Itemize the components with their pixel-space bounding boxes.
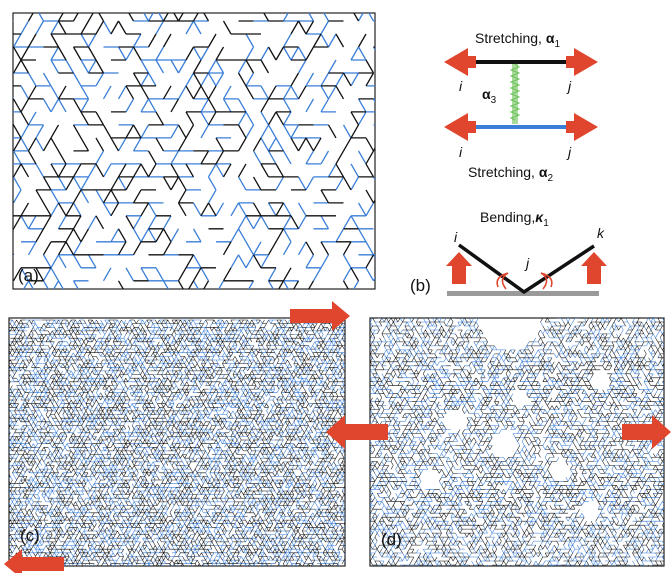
network-black-bonds — [370, 318, 664, 566]
bending-node-j: j — [524, 255, 530, 271]
stretch-top-node-i: i — [459, 78, 463, 94]
bending-right-arrow — [581, 252, 607, 284]
network-black-bonds — [9, 319, 345, 566]
stretch-bottom-left-arrow — [444, 113, 476, 141]
network-black-bonds — [13, 13, 375, 289]
panel-d: (d) — [326, 317, 671, 567]
panel-c-left-arrow — [4, 549, 64, 573]
panel-b: Stretching, α1 i j α3 i j Stretching, α2… — [410, 30, 607, 296]
panel-d-left-arrow — [326, 415, 388, 449]
stretch-top-right-arrow — [566, 48, 598, 76]
network-blue-bonds — [13, 13, 375, 289]
bending-left-curl — [496, 272, 509, 290]
spring-label: α3 — [482, 86, 497, 106]
panel-d-right-arrow — [622, 415, 671, 449]
panel-d-label: (d) — [381, 530, 402, 549]
bending-bonds — [457, 243, 595, 295]
stretch-bottom-right-arrow — [566, 113, 598, 141]
stretch-bottom-label: Stretching, α2 — [468, 164, 553, 184]
stretch-bottom-node-i: i — [459, 144, 463, 160]
bending-node-k: k — [597, 225, 605, 241]
panel-c-right-arrow — [290, 301, 350, 331]
spring-bond — [512, 64, 518, 124]
bending-left-arrow — [446, 252, 472, 284]
panel-a-network — [13, 13, 375, 289]
panel-c-label: (c) — [20, 526, 40, 545]
panel-c: (c) — [4, 301, 350, 573]
ground-bar — [447, 291, 599, 296]
panel-c-network — [9, 319, 345, 566]
bending-label: Bending,κ1 — [480, 209, 549, 229]
stretch-top-left-arrow — [444, 48, 476, 76]
bending-node-i: i — [454, 229, 458, 245]
bending-right-curl — [540, 272, 553, 290]
stretch-top-label: Stretching, α1 — [475, 30, 560, 50]
network-blue-bonds — [9, 319, 345, 566]
panel-a: (a) — [12, 12, 376, 290]
stretch-bottom-node-j: j — [566, 144, 572, 160]
stretch-top-node-j: j — [566, 78, 572, 94]
spring-coil — [509, 63, 521, 121]
panel-a-label: (a) — [18, 266, 39, 285]
panel-b-label: (b) — [410, 276, 431, 295]
